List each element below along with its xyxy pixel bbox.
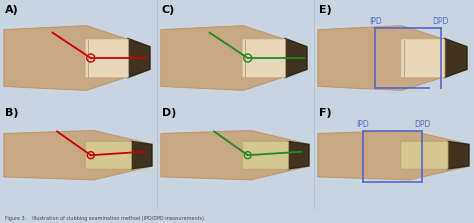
Text: IPD: IPD	[369, 17, 382, 26]
FancyBboxPatch shape	[85, 141, 131, 169]
Text: DPD: DPD	[433, 17, 449, 26]
FancyBboxPatch shape	[242, 39, 285, 78]
Polygon shape	[128, 38, 150, 78]
Text: DPD: DPD	[414, 120, 430, 129]
Text: Figure 3.    Illustration of clubbing examination method (IPD/DPD measurements).: Figure 3. Illustration of clubbing exami…	[5, 216, 205, 221]
Polygon shape	[318, 131, 469, 180]
Text: IPD: IPD	[356, 120, 369, 129]
Polygon shape	[444, 38, 467, 78]
Polygon shape	[161, 26, 307, 90]
Polygon shape	[4, 26, 150, 90]
Text: F): F)	[319, 108, 332, 118]
FancyBboxPatch shape	[242, 141, 289, 169]
Text: E): E)	[319, 5, 332, 15]
Polygon shape	[130, 141, 152, 169]
Text: C): C)	[162, 5, 175, 15]
FancyBboxPatch shape	[401, 39, 445, 78]
FancyBboxPatch shape	[85, 39, 128, 78]
Polygon shape	[318, 26, 467, 90]
Polygon shape	[447, 141, 469, 169]
FancyBboxPatch shape	[401, 141, 448, 169]
Text: B): B)	[5, 108, 18, 118]
Text: D): D)	[162, 108, 176, 118]
Polygon shape	[161, 131, 309, 180]
Text: A): A)	[5, 5, 19, 15]
Polygon shape	[288, 141, 309, 169]
Polygon shape	[4, 131, 152, 180]
Polygon shape	[284, 38, 307, 78]
